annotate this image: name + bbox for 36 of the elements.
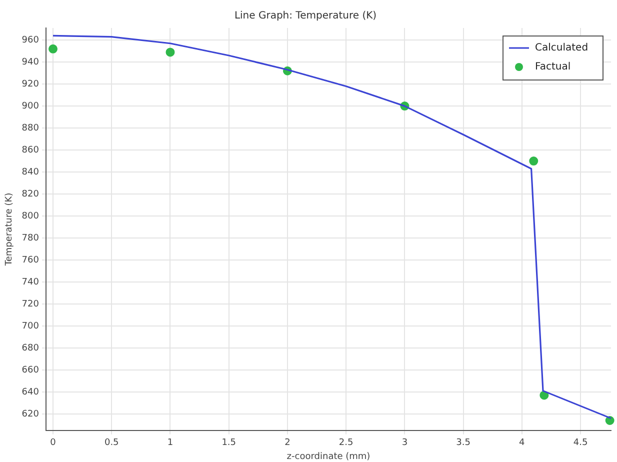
y-tick-label: 620: [22, 409, 40, 420]
y-tick-label: 680: [22, 343, 40, 354]
y-tick-label: 720: [22, 299, 40, 310]
point: [529, 156, 538, 166]
y-tick-label: 860: [22, 145, 40, 156]
x-axis-title: z-coordinate (mm): [286, 452, 370, 462]
x-tick-label: 1.5: [222, 438, 236, 448]
x-tick-label: 0: [50, 438, 56, 448]
y-tick-label: 740: [22, 277, 40, 288]
y-tick-label: 900: [22, 101, 40, 112]
y-tick-label: 840: [22, 167, 40, 178]
y-tick-label: 780: [22, 233, 40, 244]
y-tick-label: 960: [22, 35, 40, 46]
y-tick-label: 820: [22, 189, 40, 200]
x-tick-label: 4.5: [573, 438, 588, 448]
y-tick-label: 660: [22, 365, 40, 376]
x-tick-label: 2.5: [338, 438, 354, 448]
x-tick-label: 4: [519, 438, 526, 448]
legend-label: Factual: [535, 62, 571, 73]
y-tick-label: 760: [22, 255, 40, 266]
y-tick-label: 940: [22, 57, 40, 68]
y-tick-label: 700: [22, 321, 40, 332]
chart-title: Line Graph: Temperature (K): [234, 10, 377, 22]
y-tick-label: 800: [22, 211, 40, 222]
x-tick-label: 2: [284, 438, 290, 448]
y-tick-label: 640: [22, 387, 40, 398]
y-tick-label: 920: [22, 79, 40, 90]
point: [48, 44, 58, 54]
point: [166, 48, 175, 57]
x-tick-label: 3: [402, 438, 408, 448]
x-tick-label: 0.5: [104, 438, 119, 448]
x-tick-label: 1: [167, 438, 174, 448]
y-axis-title: Temperature (K): [4, 192, 15, 267]
x-tick-label: 3.5: [456, 438, 470, 448]
y-tick-label: 880: [22, 123, 40, 134]
legend-label: Calculated: [535, 42, 588, 54]
